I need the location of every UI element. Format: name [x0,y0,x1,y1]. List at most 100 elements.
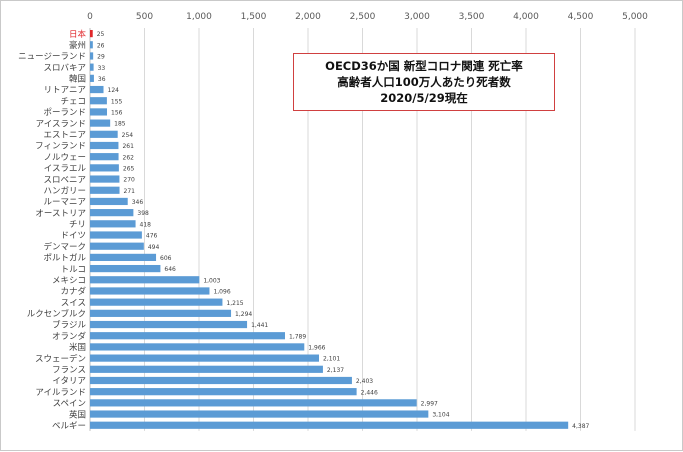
chart-title-line-2: 高齢者人口100万人あたり死者数 [337,75,511,89]
bar [90,264,161,273]
category-label: ルーマニア [43,198,86,208]
category-label: イタリア [52,377,86,387]
bar [90,242,144,250]
category-label: デンマーク [43,241,86,252]
bar [90,343,305,351]
x-tick-label: 2,000 [295,12,321,22]
value-label: 124 [108,87,120,94]
bar [90,175,120,183]
value-label: 476 [146,233,158,240]
value-label: 254 [122,132,134,139]
value-label: 1,096 [213,289,230,296]
category-label: ベルギー [52,421,86,431]
bar [90,130,118,138]
bar [90,197,128,206]
value-label: 261 [122,143,134,150]
bar [90,119,111,127]
category-label: アイスランド [36,119,86,129]
category-label: ポルトガル [43,253,86,264]
bar [90,332,286,340]
x-tick-label: 0 [87,12,93,22]
x-tick-label: 1,500 [241,12,267,22]
value-label: 1,441 [251,322,268,329]
category-label: ドイツ [60,231,86,241]
bar [90,410,429,418]
category-label: スイス [61,298,86,308]
bar [90,298,223,306]
bar [90,52,94,60]
bar [90,186,120,194]
chart-title-line-1: OECD36か国 新型コロナ関連 死亡率 [325,59,523,73]
value-label: 1,966 [308,345,325,352]
value-label: 1,294 [235,311,252,318]
category-label: イスラエル [44,164,87,174]
value-label: 265 [123,165,135,172]
value-label: 1,215 [226,300,243,307]
bar [90,164,119,172]
value-label: 494 [148,244,160,251]
category-label: ニュージーランド [18,52,86,62]
bar [90,421,569,429]
bar [90,97,107,105]
x-tick-label: 3,000 [404,12,430,22]
value-label: 4,387 [572,423,589,430]
x-tick-label: 4,000 [513,12,539,22]
category-label: 英国 [69,409,86,420]
category-label: カナダ [60,286,86,297]
bar [90,108,108,116]
category-label: スペイン [53,399,86,409]
category-label: スウェーデン [35,353,86,364]
bar [90,276,200,284]
bar [90,209,134,217]
value-label: 271 [124,188,136,195]
category-label: トルコ [61,265,86,275]
value-label: 26 [97,42,105,49]
category-label: 米国 [69,342,86,353]
value-label: 36 [98,76,106,83]
category-label: 日本 [69,29,87,40]
value-label: 262 [123,154,135,161]
value-label: 270 [123,177,135,184]
value-label: 2,137 [327,367,344,374]
category-label: スロベニア [43,175,86,185]
bar [90,141,119,150]
bar [90,320,248,329]
x-tick-label: 500 [136,12,153,22]
category-label: フランス [52,365,86,375]
value-label: 2,997 [421,400,438,407]
value-label: 33 [98,65,106,72]
category-label: ノルウェー [43,153,86,163]
bar [90,231,142,239]
x-tick-label: 5,000 [622,12,648,22]
category-label: オランダ [52,331,87,342]
bar [90,63,94,71]
bar [90,287,210,295]
category-label: ルクセンブルク [27,309,86,320]
bar [90,74,94,82]
category-label: メキシコ [52,276,86,286]
value-label: 2,403 [356,378,373,385]
value-label: 606 [160,255,172,262]
category-label: エストニア [43,131,86,141]
chart-title-line-3: 2020/5/29現在 [380,91,468,105]
category-label: ハンガリー [43,185,86,196]
x-tick-label: 2,500 [350,12,376,22]
category-label: ポーランド [43,108,86,118]
value-label: 1,003 [203,277,220,284]
value-label: 646 [164,266,176,273]
chart-title-box: OECD36か国 新型コロナ関連 死亡率 高齢者人口100万人あたり死者数 20… [293,53,555,111]
x-tick-label: 4,500 [568,12,594,22]
bar [90,153,119,161]
value-label: 155 [111,98,123,105]
bar [90,309,232,317]
category-label: オーストリア [35,209,86,219]
value-label: 2,446 [361,389,378,396]
value-label: 398 [137,210,149,217]
bar [90,399,417,407]
x-tick-label: 1,000 [186,12,212,22]
value-label: 2,101 [323,356,340,363]
category-label: ブラジル [52,320,86,331]
value-label: 29 [97,54,105,61]
category-label: リトアニア [44,86,86,96]
